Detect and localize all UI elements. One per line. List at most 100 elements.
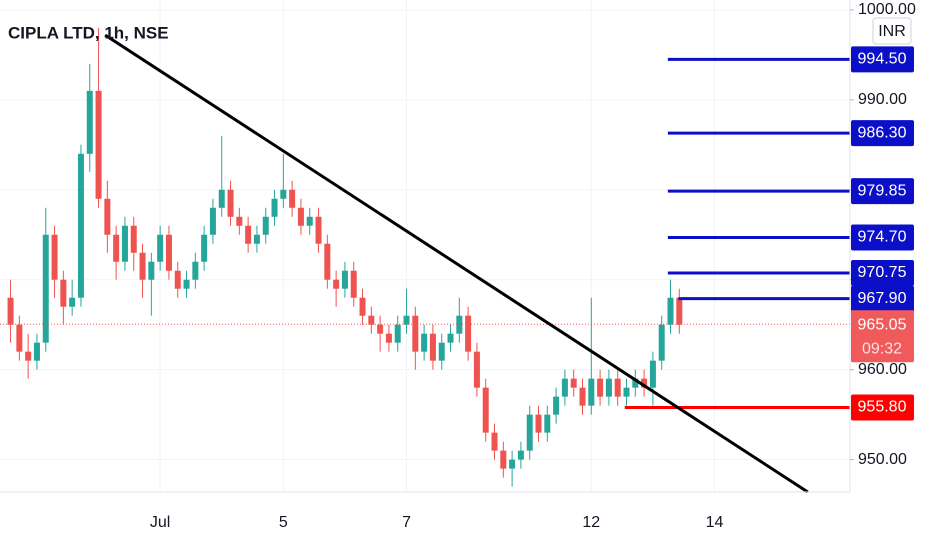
candle-body: [183, 279, 190, 289]
candle-body: [165, 234, 172, 271]
level-label-box: [851, 224, 914, 251]
candle-body: [377, 324, 384, 334]
candle-body: [315, 216, 322, 244]
candle-body: [614, 378, 621, 397]
candle-body: [667, 297, 674, 325]
candle-body: [209, 207, 216, 235]
candle-body: [482, 387, 489, 433]
candle-body: [130, 225, 137, 253]
candle-body: [192, 261, 199, 280]
level-label: 967.90: [858, 290, 907, 307]
candle-body: [297, 207, 304, 226]
candle-body: [623, 387, 630, 397]
candle-body: [641, 378, 648, 388]
candle-body: [676, 297, 683, 325]
candle-body: [324, 243, 331, 280]
level-label: 986.30: [858, 124, 907, 141]
currency-label: INR: [878, 23, 906, 40]
candle-body: [218, 189, 225, 208]
trend-line: [104, 33, 809, 494]
candle-body: [597, 378, 604, 397]
candle-body: [509, 459, 516, 469]
candle-body: [588, 378, 595, 406]
candle-body: [447, 333, 454, 343]
level-label-box: [851, 259, 914, 286]
candle-body: [253, 234, 260, 244]
candle-body: [148, 261, 155, 280]
candle-body: [368, 315, 375, 325]
candle-body: [526, 414, 533, 451]
candle-body: [350, 270, 357, 298]
candle-body: [394, 324, 401, 343]
candle-body: [157, 234, 164, 262]
candle-body: [553, 396, 560, 415]
candle-body: [535, 414, 542, 433]
candle-body: [544, 414, 551, 433]
candle-body: [491, 432, 498, 451]
level-label-box: [851, 46, 914, 73]
candle-body: [245, 225, 252, 244]
candle-body: [412, 315, 419, 352]
candle-body: [649, 360, 656, 388]
axis: 950.00960.00970.00980.00990.001000.00Jul…: [0, 0, 916, 531]
candle-body: [465, 315, 472, 352]
x-tick-label: 12: [582, 514, 600, 531]
level-label: 955.80: [858, 399, 907, 416]
candle-body: [42, 234, 49, 343]
y-tick-label: 960.00: [858, 361, 907, 378]
candle-body: [658, 324, 665, 361]
candle-body: [421, 333, 428, 352]
candle-body: [517, 450, 524, 460]
candle-body: [271, 198, 278, 217]
candle-body: [306, 216, 313, 226]
level-label: 970.75: [858, 264, 907, 281]
candle-body: [121, 225, 128, 262]
candle-body: [262, 216, 269, 235]
x-tick-label: 14: [706, 514, 724, 531]
candle-body: [429, 333, 436, 361]
x-tick-label: 7: [402, 514, 411, 531]
level-label-box: [851, 178, 914, 205]
candle-body: [289, 189, 296, 208]
last-price-label: 965.05: [858, 316, 907, 333]
candle-body: [95, 90, 102, 199]
countdown-label: 09:32: [862, 340, 902, 357]
y-tick-label: 950.00: [858, 451, 907, 468]
candle-body: [227, 189, 234, 217]
level-label-box: [851, 285, 914, 312]
candle-body: [579, 387, 586, 406]
y-tick-label: 990.00: [858, 91, 907, 108]
candle-body: [25, 351, 32, 361]
candle-body: [280, 189, 287, 199]
currency-box: [872, 17, 912, 45]
level-label: 979.85: [858, 182, 907, 199]
candle-body: [104, 198, 111, 235]
candle-body: [561, 378, 568, 397]
y-tick-label: 1000.00: [858, 1, 916, 18]
candle-body: [51, 234, 58, 280]
candle-body: [500, 450, 507, 469]
plot: [0, 27, 850, 494]
level-label: 974.70: [858, 229, 907, 246]
candle-body: [139, 252, 146, 280]
candle-body: [236, 216, 243, 226]
chart-title: CIPLA LTD, 1h, NSE: [8, 23, 169, 42]
level-label: 994.50: [858, 51, 907, 68]
candle-body: [16, 324, 23, 352]
candle-body: [403, 315, 410, 325]
candle-body: [605, 378, 612, 397]
candle-body: [60, 279, 67, 307]
last-price-box: [851, 310, 914, 363]
candle-body: [7, 297, 14, 325]
candle-body: [473, 351, 480, 388]
candle-body: [570, 378, 577, 388]
candle-body: [86, 90, 93, 154]
level-label-box: [851, 120, 914, 147]
candle-body: [359, 297, 366, 316]
candle-body: [201, 234, 208, 262]
candle-body: [341, 270, 348, 289]
candle-body: [174, 270, 181, 289]
